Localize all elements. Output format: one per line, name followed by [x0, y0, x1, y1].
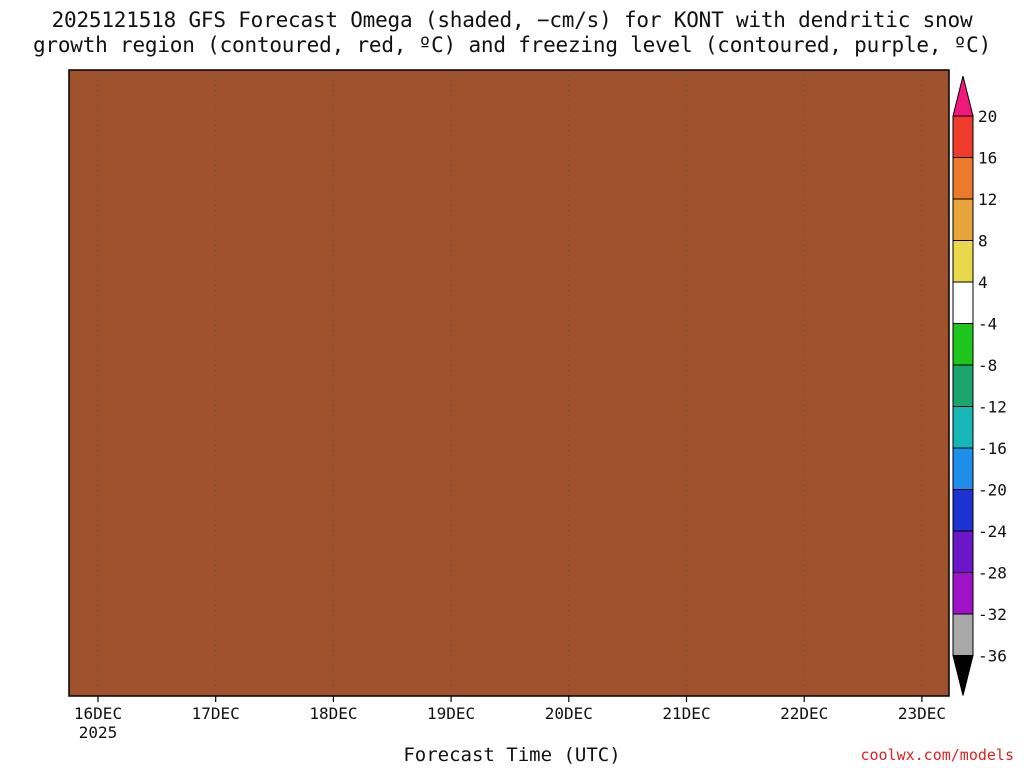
colorbar-label-4: 4 [978, 273, 988, 292]
colorbar-swatch-4 [952, 240, 974, 283]
plot-frame [68, 69, 950, 697]
colorbar-label-5: -4 [978, 315, 997, 334]
x-tick-label-17DEC: 17DEC [192, 704, 240, 723]
x-tick-label-20DEC: 20DEC [545, 704, 593, 723]
colorbar-swatch-9 [952, 447, 974, 490]
colorbar-swatch-3 [952, 198, 974, 241]
x-tick-sublabel-year: 2025 [79, 723, 118, 742]
colorbar-label-9: -20 [978, 481, 1007, 500]
x-tick-label-16DEC: 16DEC [74, 704, 122, 723]
colorbar-bottom-arrow [952, 655, 974, 696]
x-tick-label-19DEC: 19DEC [427, 704, 475, 723]
colorbar-label-13: -36 [978, 647, 1007, 666]
colorbar-swatch-2 [952, 157, 974, 200]
colorbar-swatch-10 [952, 489, 974, 532]
colorbar-label-7: -12 [978, 398, 1007, 417]
colorbar-label-0: 20 [978, 107, 997, 126]
terrain-below-ground [69, 70, 949, 696]
x-tick-label-22DEC: 22DEC [780, 704, 828, 723]
colorbar-label-10: -24 [978, 522, 1007, 541]
chart-title-line-1: 2025121518 GFS Forecast Omega (shaded, −… [51, 8, 973, 32]
colorbar-swatch-1 [952, 115, 974, 158]
x-tick-label-21DEC: 21DEC [662, 704, 710, 723]
colorbar-label-12: -32 [978, 605, 1007, 624]
colorbar-top-arrow [952, 75, 974, 117]
colorbar-swatch-6 [952, 323, 974, 366]
colorbar-label-1: 16 [978, 149, 997, 168]
colorbar-swatch-13 [952, 613, 974, 656]
x-tick-label-23DEC: 23DEC [898, 704, 946, 723]
colorbar-swatch-12 [952, 572, 974, 615]
colorbar-label-2: 12 [978, 190, 997, 209]
colorbar-label-6: -8 [978, 356, 997, 375]
colorbar-swatch-5 [952, 281, 974, 324]
chart-title-line-2: growth region (contoured, red, ºC) and f… [32, 33, 992, 57]
colorbar-swatch-8 [952, 406, 974, 449]
colorbar-label-11: -28 [978, 564, 1007, 583]
colorbar-swatch-11 [952, 530, 974, 573]
x-axis-label: Forecast Time (UTC) [403, 744, 621, 766]
colorbar-label-8: -16 [978, 439, 1007, 458]
x-tick-label-18DEC: 18DEC [309, 704, 357, 723]
colorbar-swatch-7 [952, 364, 974, 407]
credit-text: coolwx.com/models [860, 746, 1014, 764]
colorbar-label-3: 8 [978, 232, 988, 251]
